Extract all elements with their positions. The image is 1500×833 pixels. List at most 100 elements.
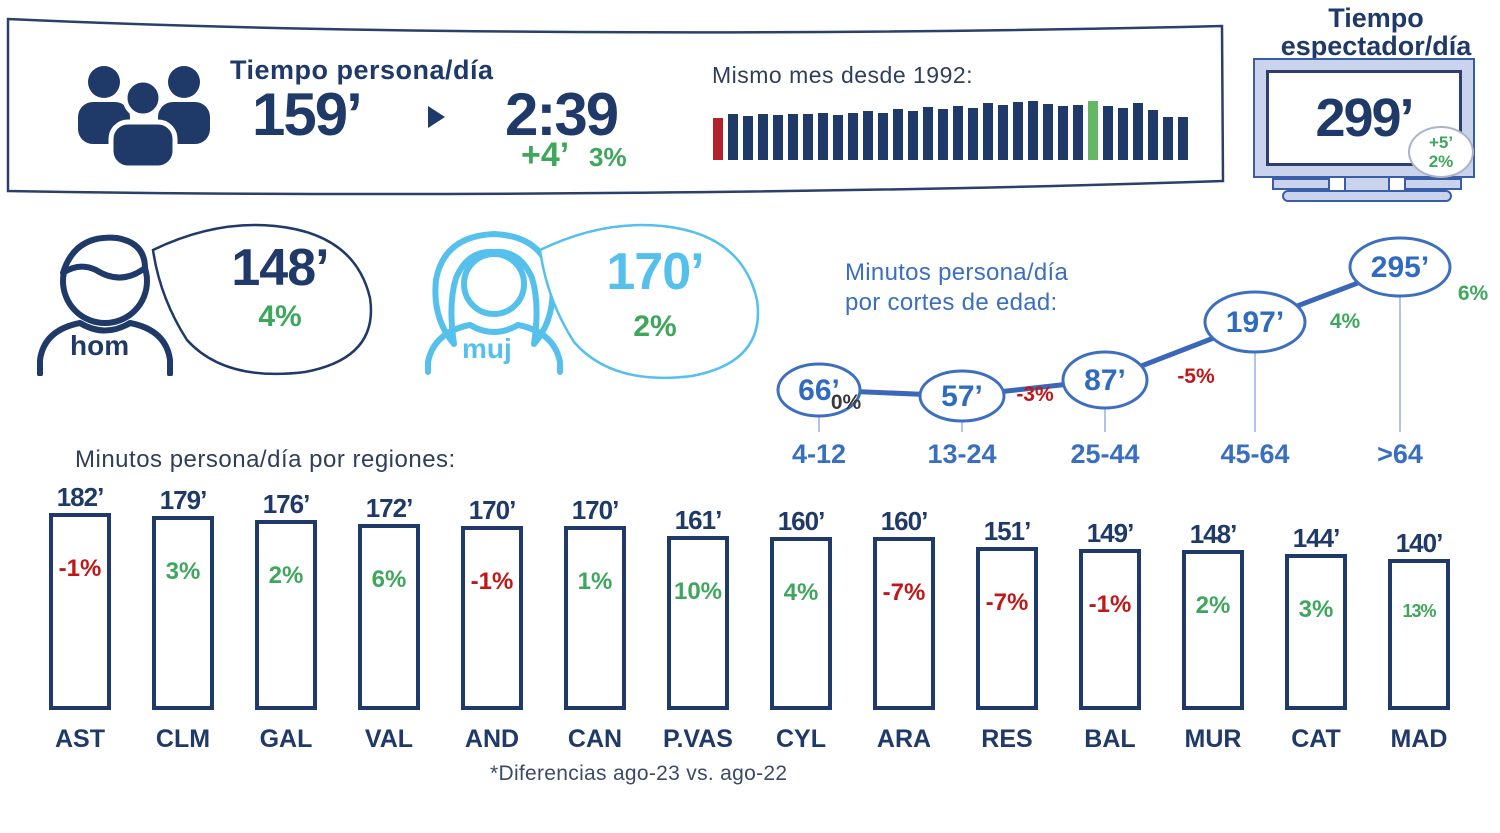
region-label-BAL: BAL [1084,725,1136,753]
tv-stand-right [1404,178,1462,190]
history-bar-2008 [953,106,963,160]
region-bar-BAL [1079,549,1141,710]
female-label: muj [462,333,512,364]
region-bar-P.VAS [667,536,729,710]
age-node-25-44 [1061,350,1149,410]
people-group-icon [78,66,210,170]
region-value-GAL: 176’ [262,489,311,519]
spectator-delta: +5’ [1428,133,1454,152]
age-change-label: -5% [1177,365,1215,388]
banner-delta: +4’ [521,136,570,174]
spectator-value: 299’ [1315,88,1414,148]
region-label-MUR: MUR [1184,725,1242,753]
banner-time: 2:39 [505,81,619,148]
history-bar-2020 [1133,103,1143,160]
history-bar-1996 [773,115,783,160]
history-bar-2012 [1013,102,1023,160]
region-bar-VAL [358,524,420,710]
footnote: *Diferencias ago-23 vs. ago-22 [490,762,788,785]
region-bar-CYL [770,537,832,710]
region-bar-GAL [255,520,317,710]
region-label-MAD: MAD [1390,725,1448,753]
region-value-ARA: 160’ [880,506,929,536]
spectator-delta-pct: 2% [1428,151,1454,171]
region-change-AND: -1% [470,568,514,595]
region-value-AND: 170’ [468,495,517,525]
age-axis-label-13-24: 13-24 [927,439,996,469]
region-value-RES: 151’ [983,516,1032,546]
history-bar-1995 [758,114,768,160]
age-node-value: 197’ [1226,306,1284,339]
history-bar-1997 [788,114,798,160]
male-value: 148’ [231,239,329,297]
region-label-VAL: VAL [364,725,414,753]
region-change-ARA: -7% [882,579,926,606]
region-change-CAN: 1% [577,568,613,595]
region-change-CLM: 3% [165,558,201,585]
history-bar-1992 [713,118,723,160]
region-change-CYL: 4% [783,579,819,606]
region-bar-MUR [1182,550,1244,710]
regions-chart-title: Minutos persona/día por regiones: [75,446,456,473]
region-change-AST: -1% [58,555,102,582]
age-axis-label-4-12: 4-12 [792,439,846,469]
woman-icon [425,231,563,375]
arrow-right-icon [428,106,445,128]
history-chart-title: Mismo mes desde 1992: [712,62,974,88]
region-value-CYL: 160’ [777,506,826,536]
age-line-chart: 66’0% 4-12 57’ -3% 13-24 87’ -5% 25-44 197’ 4% 45-… [776,236,1489,469]
age-node-value: 57’ [941,380,983,413]
region-change-RES: -7% [985,589,1029,616]
age-chart-title: Minutos persona/día por cortes de edad: [845,258,1068,318]
history-bar-1998 [803,114,813,160]
region-value-AST: 182’ [56,482,105,512]
region-bar-CLM [152,516,214,710]
history-bar-1994 [743,116,753,160]
history-bar-2015 [1058,106,1068,160]
age-node->64 [1348,236,1452,298]
region-bar-CAT [1285,554,1347,710]
region-value-MAD: 140’ [1395,528,1444,558]
history-bar-2018 [1103,106,1113,160]
region-label-ARA: ARA [876,725,932,753]
region-value-CAT: 144’ [1292,523,1341,553]
age-axis-label-25-44: 25-44 [1070,439,1139,469]
history-bar-2010 [983,103,993,160]
region-change-CAT: 3% [1298,596,1334,623]
history-bar-2004 [893,109,903,160]
history-bar-2016 [1073,105,1083,160]
male-bubble [151,223,373,376]
tv-icon: 299’ [1253,58,1475,178]
age-node-value: 66’ [798,374,840,407]
region-value-MUR: 148’ [1189,519,1238,549]
spectator-delta-badge: +5’ 2% [1408,126,1474,178]
region-bar-MAD [1388,559,1450,710]
history-bar-2023 [1178,117,1188,160]
history-bar-2014 [1043,104,1053,160]
age-chart-title-line2: por cortes de edad: [845,289,1058,316]
age-change-label: -3% [1016,383,1054,406]
history-bar-2022 [1163,117,1173,160]
history-bar-2011 [998,105,1008,160]
age-axis-label-45-64: 45-64 [1220,439,1289,469]
region-bar-RES [976,547,1038,710]
regions-bar-chart: 182’ -1% AST 179’ 3% CLM 176’ 2% GAL 172’ 6% VAL 170… [0,480,1500,770]
age-axis-label->64: >64 [1377,439,1423,469]
region-value-CLM: 179’ [159,485,208,515]
region-change-VAL: 6% [371,566,407,593]
tv-stand-base [1282,190,1452,202]
history-bar-2005 [908,111,918,160]
region-bar-AST [49,513,111,710]
female-bubble [538,223,760,380]
age-node-4-12 [776,362,862,418]
female-pct: 2% [633,310,677,343]
history-bar-2006 [923,107,933,160]
male-label: hom [70,330,130,361]
region-change-BAL: -1% [1088,591,1132,618]
history-bar-2019 [1118,108,1128,160]
age-change-label: 6% [1458,282,1489,305]
region-label-AST: AST [55,725,105,753]
region-value-P.VAS: 161’ [674,505,723,535]
history-bar-2000 [833,115,843,160]
